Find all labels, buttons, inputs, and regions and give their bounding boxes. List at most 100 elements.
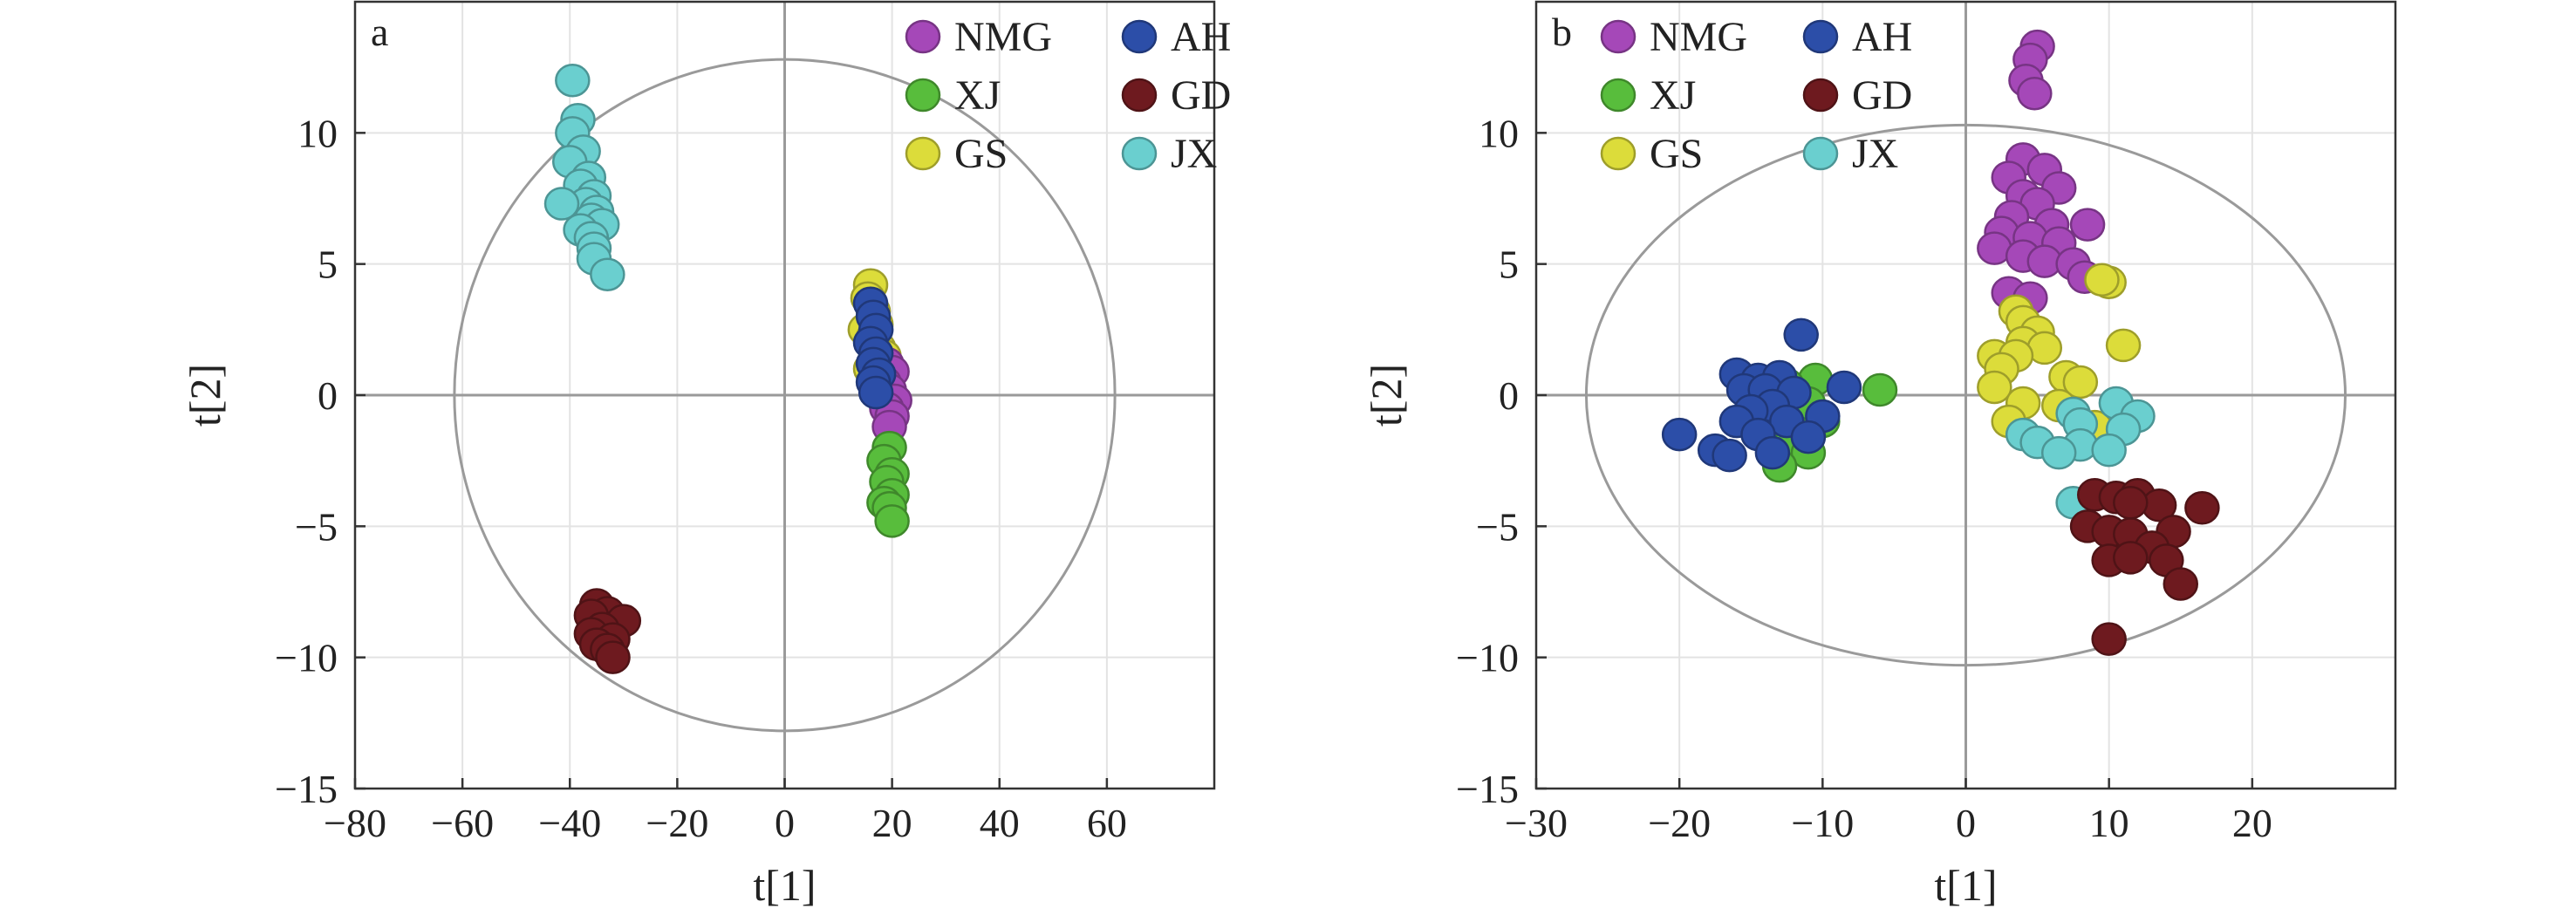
x-tick-label: −40 <box>538 801 601 845</box>
series-jx <box>2005 386 2156 520</box>
series-gd <box>2069 478 2220 656</box>
x-tick-label: −30 <box>1505 801 1568 845</box>
panel-a: −80 −60 −40 −20 0 20 40 60 −15 −10 −5 0 5 10 t[1] t[2] a… <box>181 0 1231 910</box>
data-point <box>874 504 910 538</box>
legend-item-gs: GS <box>905 131 1008 177</box>
y-axis-label: t[2] <box>181 364 229 427</box>
legend-item-gs: GS <box>1600 131 1703 177</box>
legend-label: JX <box>1171 131 1217 177</box>
legend-item-nmg: NMG <box>905 14 1052 60</box>
legend-label: XJ <box>1650 72 1696 119</box>
y-tick-label: −10 <box>1456 636 1519 680</box>
data-point <box>543 187 580 221</box>
data-point <box>1783 318 1819 352</box>
legend-label: NMG <box>1650 14 1747 60</box>
y-tick-label: −5 <box>295 504 338 549</box>
data-point <box>2184 491 2220 525</box>
legend-label: NMG <box>954 14 1052 60</box>
x-axis-label: t[1] <box>1934 861 1997 910</box>
legend-label: GS <box>954 131 1008 177</box>
data-point <box>555 63 591 98</box>
y-tick-label: 5 <box>318 242 338 287</box>
series-gd <box>573 588 642 674</box>
legend-item-xj: XJ <box>905 72 1001 119</box>
panel-label: a <box>371 10 388 54</box>
legend: NMG AH XJ GD GS JX <box>905 14 1231 177</box>
legend-label: JX <box>1852 131 1898 177</box>
data-point <box>1712 438 1747 473</box>
legend-label: AH <box>1171 14 1231 60</box>
data-point <box>1790 420 1827 454</box>
panel-b: −30 −20 −10 0 10 20 −15 −10 −5 0 5 10 t[1] t[2] b NMG AH… <box>1362 0 2397 910</box>
x-axis-label: t[1] <box>753 861 816 910</box>
data-point <box>2069 208 2106 242</box>
data-point <box>2113 541 2149 575</box>
legend-marker <box>905 136 941 171</box>
x-tick-label: 0 <box>775 801 795 845</box>
legend-item-xj: XJ <box>1600 72 1696 119</box>
legend-marker <box>905 19 941 54</box>
data-point <box>1826 370 1862 405</box>
data-point <box>1862 372 1898 407</box>
legend-marker <box>1121 78 1158 113</box>
points-layer <box>1661 29 2220 656</box>
confidence-ellipse <box>453 58 1117 733</box>
data-point <box>595 640 631 674</box>
y-tick-label: −15 <box>275 767 338 811</box>
data-point <box>2040 435 2077 470</box>
data-point <box>2105 328 2142 363</box>
data-point <box>1977 370 2012 405</box>
y-tick-label: −10 <box>275 636 338 680</box>
legend-marker <box>1121 136 1158 171</box>
series-xj <box>866 430 910 538</box>
x-tick-label: 60 <box>1087 801 1127 845</box>
x-tick-label: 10 <box>2089 801 2129 845</box>
data-point <box>2113 486 2149 520</box>
data-point <box>1661 417 1698 452</box>
y-tick-label: 10 <box>297 111 338 155</box>
legend-item-gd: GD <box>1121 72 1231 119</box>
legend-marker <box>1600 136 1636 171</box>
data-point <box>2091 433 2127 468</box>
y-tick-label: 0 <box>318 373 338 418</box>
legend-label: GD <box>1171 72 1231 119</box>
y-tick-label: 0 <box>1499 373 1519 418</box>
data-point <box>1754 435 1791 470</box>
series-ah <box>1661 318 1862 473</box>
data-point <box>2017 76 2053 111</box>
legend-marker <box>1121 19 1158 54</box>
legend-label: AH <box>1852 14 1912 60</box>
panel-label: b <box>1552 10 1572 54</box>
series-jx <box>543 63 625 291</box>
series-nmg <box>1977 29 2106 316</box>
data-point <box>2084 263 2120 297</box>
y-tick-label: 10 <box>1479 111 1519 155</box>
x-tick-label: −80 <box>324 801 386 845</box>
data-point <box>2163 567 2198 601</box>
legend-label: GS <box>1650 131 1703 177</box>
x-tick-label: 20 <box>2232 801 2272 845</box>
x-tick-label: 20 <box>872 801 912 845</box>
data-point <box>2062 365 2099 400</box>
data-point <box>590 257 625 291</box>
legend-label: XJ <box>954 72 1001 119</box>
confidence-ellipse <box>1584 123 2347 667</box>
legend-label: GD <box>1852 72 1912 119</box>
y-tick-label: 5 <box>1499 242 1519 287</box>
legend-item-ah: AH <box>1802 14 1912 60</box>
legend: NMG AH XJ GD GS JX <box>1600 14 1912 177</box>
data-point <box>2091 622 2127 656</box>
legend-item-gd: GD <box>1802 72 1912 119</box>
legend-marker <box>1600 19 1636 54</box>
data-point <box>858 375 894 410</box>
series-ah <box>852 286 897 410</box>
x-tick-label: −20 <box>646 801 708 845</box>
legend-item-ah: AH <box>1121 14 1231 60</box>
y-tick-label: −5 <box>1476 504 1519 549</box>
legend-marker <box>1600 78 1636 113</box>
legend-item-nmg: NMG <box>1600 14 1747 60</box>
legend-item-jx: JX <box>1802 131 1898 177</box>
x-tick-label: −20 <box>1648 801 1711 845</box>
